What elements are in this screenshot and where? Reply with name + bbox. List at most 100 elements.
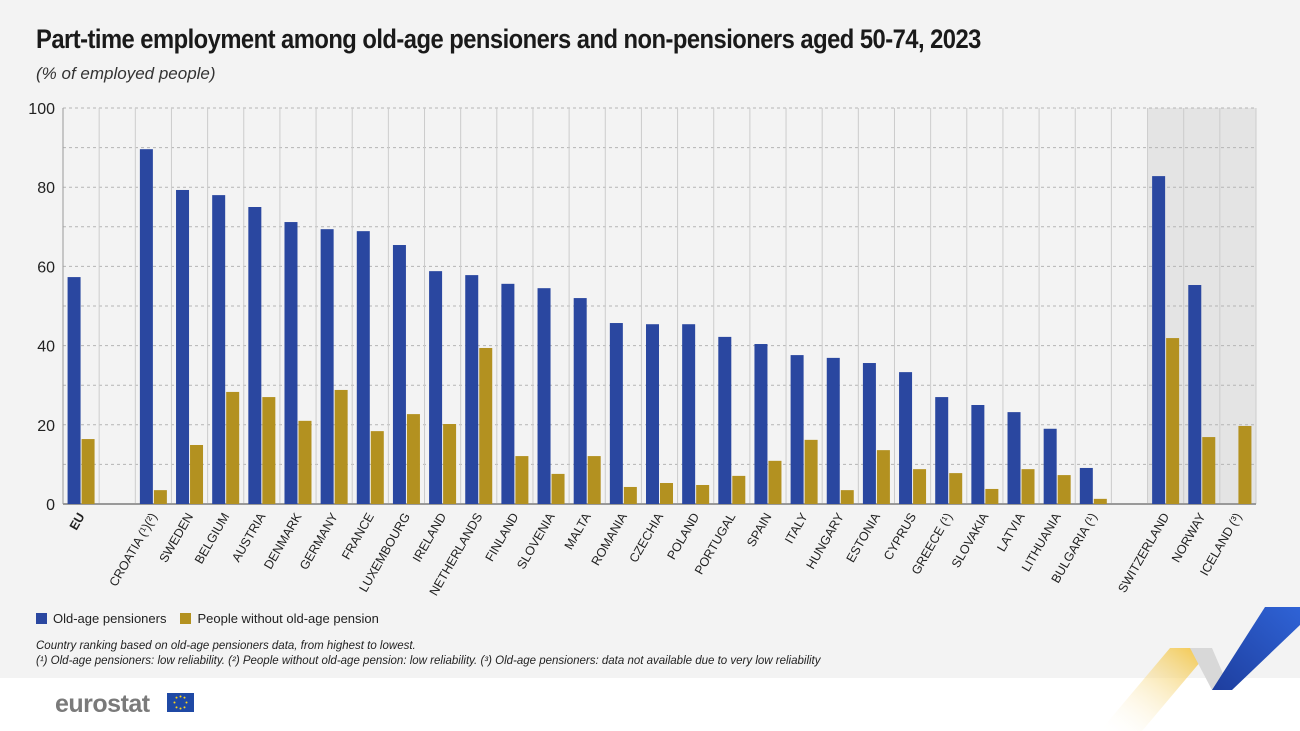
y-tick-label: 0 <box>46 497 55 514</box>
bar-pensioners <box>212 195 226 504</box>
bar-non-pensioners <box>406 414 420 504</box>
legend-swatch-pensioners <box>36 613 47 624</box>
x-tick-label: BELGIUM <box>192 511 232 567</box>
bar-pensioners <box>284 222 298 504</box>
bar-non-pensioners <box>190 444 204 504</box>
bar-non-pensioners <box>443 424 457 504</box>
x-tick-label: CYPRUS <box>881 511 919 563</box>
y-tick-label: 40 <box>37 339 55 356</box>
x-tick-label: NORWAY <box>1169 510 1209 565</box>
x-tick-label: EU <box>67 511 88 533</box>
bar-non-pensioners <box>262 397 276 504</box>
bar-pensioners <box>465 275 479 504</box>
bar-pensioners <box>646 324 659 504</box>
bar-non-pensioners <box>660 483 673 504</box>
bar-pensioners <box>1188 285 1202 504</box>
x-tick-label: ESTONIA <box>844 510 884 565</box>
footnotes: (¹) Old-age pensioners: low reliability.… <box>36 655 821 667</box>
legend-item-non-pensioners: People without old-age pension <box>180 611 379 626</box>
legend-item-pensioners: Old-age pensioners <box>36 611 166 626</box>
x-tick-label: CZECHIA <box>627 510 667 565</box>
x-tick-label: FINLAND <box>483 511 522 564</box>
bar-non-pensioners <box>370 431 384 504</box>
bar-pensioners <box>320 229 334 504</box>
x-tick-label: ROMANIA <box>589 510 631 568</box>
x-tick-label: GERMANY <box>297 510 341 572</box>
y-tick-label: 80 <box>37 180 55 197</box>
bar-non-pensioners <box>1093 498 1107 504</box>
bar-non-pensioners <box>804 439 818 504</box>
bar-non-pensioners <box>913 469 927 504</box>
x-tick-label: ITALY <box>782 510 811 546</box>
bar-pensioners <box>392 245 406 505</box>
blue-stripe <box>1212 607 1300 690</box>
bar-pensioners <box>899 372 913 504</box>
bar-pensioners <box>754 344 768 504</box>
x-tick-label: FRANCE <box>339 511 377 563</box>
x-tick-label: HUNGARY <box>804 510 848 572</box>
bar-chart: 0 20 40 60 80 100 EU CROATIA (¹)(²)SWEDENBELGIU… <box>28 101 1257 598</box>
bar-non-pensioners <box>1238 425 1252 504</box>
ranking-note: Country ranking based on old-age pension… <box>36 640 416 652</box>
bar-non-pensioners <box>1057 475 1071 504</box>
bar-non-pensioners <box>153 490 167 504</box>
bar-pensioners <box>1007 412 1021 504</box>
bar-non-pensioners <box>479 347 493 504</box>
x-tick-label: POLAND <box>664 511 702 563</box>
bar-non-pensioners <box>696 484 710 504</box>
x-tick-label: MALTA <box>562 510 594 552</box>
bar-pensioners <box>1079 467 1093 504</box>
bar-non-pensioners <box>515 456 529 504</box>
bar-pensioners <box>1043 428 1057 504</box>
bar-non-pensioners <box>226 391 240 504</box>
bar-pensioners <box>248 207 262 504</box>
bar-non-pensioners <box>551 473 565 504</box>
bar-pensioners <box>573 298 587 504</box>
x-tick-label: CROATIA (¹)(²) <box>107 511 160 589</box>
footer <box>0 678 1300 731</box>
bar-non-pensioners <box>949 473 963 504</box>
bar-pensioners <box>139 149 153 504</box>
bar-pensioners <box>1152 176 1166 504</box>
bar-pensioners <box>790 355 804 504</box>
x-tick-label: SWEDEN <box>157 511 197 566</box>
legend-label: People without old-age pension <box>197 611 379 626</box>
y-tick-label: 60 <box>37 259 55 276</box>
x-tick-label: AUSTRIA <box>229 510 269 564</box>
eurostat-logo: eurostat <box>55 690 150 718</box>
bar-pensioners <box>67 277 81 504</box>
legend-swatch-non-pensioners <box>180 613 192 624</box>
bar-non-pensioners <box>587 456 601 504</box>
chart-title: Part-time employment among old-age pensi… <box>36 24 981 54</box>
bar-pensioners <box>501 283 515 504</box>
x-tick-label: LATVIA <box>994 510 1028 554</box>
bar-non-pensioners <box>1166 338 1180 504</box>
bar-non-pensioners <box>298 420 312 504</box>
bar-pensioners <box>862 363 876 504</box>
bar-non-pensioners <box>1202 437 1216 504</box>
decorative-corner-graphic <box>1100 607 1300 731</box>
bar-pensioners <box>356 231 370 504</box>
bar-pensioners <box>935 397 949 504</box>
bar-pensioners <box>826 357 840 504</box>
y-tick-label: 100 <box>28 101 55 118</box>
bar-non-pensioners <box>732 475 746 504</box>
legend-label: Old-age pensioners <box>53 611 167 626</box>
x-tick-label: IRELAND <box>410 511 449 565</box>
bar-non-pensioners <box>768 460 782 504</box>
legend: Old-age pensioners People without old-ag… <box>36 611 379 626</box>
x-tick-label: SWITZERLAND <box>1115 511 1172 596</box>
bar-non-pensioners <box>876 450 890 504</box>
bar-pensioners <box>718 336 732 504</box>
bar-pensioners <box>429 271 443 504</box>
bar-non-pensioners <box>81 439 95 504</box>
bar-non-pensioners <box>334 389 348 504</box>
bar-non-pensioners <box>985 488 999 504</box>
bar-pensioners <box>609 323 623 504</box>
y-tick-label: 20 <box>37 418 55 435</box>
yellow-stripe <box>1100 648 1212 731</box>
bar-pensioners <box>971 405 985 504</box>
bar-pensioners <box>682 324 696 504</box>
x-tick-label: SLOVENIA <box>514 510 558 572</box>
x-tick-label: SPAIN <box>744 511 774 550</box>
